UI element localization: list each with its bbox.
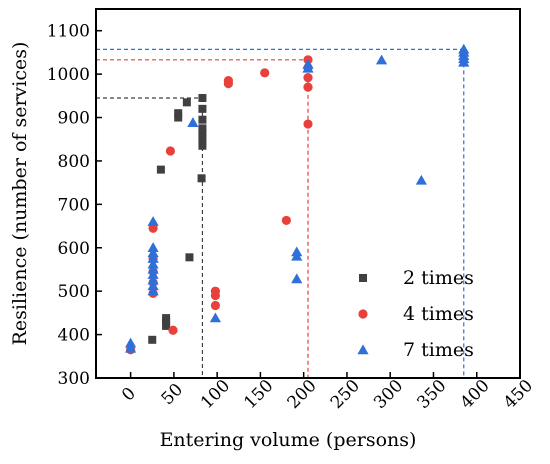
- data-point-triangle: [147, 253, 159, 263]
- data-point-triangle: [375, 54, 388, 65]
- data-point-square: [182, 98, 191, 107]
- data-point-circle: [303, 82, 313, 92]
- y-tick-label: 1100: [47, 22, 90, 42]
- data-point-square: [198, 93, 207, 102]
- data-point-circle: [165, 146, 176, 156]
- legend-marker-square: [359, 274, 367, 282]
- x-tick-label: 250: [327, 376, 364, 413]
- x-tick-label: 200: [284, 376, 321, 413]
- reference-lines: [96, 48, 465, 378]
- data-point-square: [198, 128, 207, 137]
- data-point-triangle: [147, 285, 159, 296]
- data-point-circle: [223, 76, 233, 86]
- data-point-triangle: [291, 273, 303, 284]
- x-tick-label: 300: [370, 376, 407, 413]
- data-point-triangle: [147, 258, 159, 269]
- data-point-square: [148, 335, 157, 344]
- data-point-square: [198, 124, 207, 133]
- data-point-triangle: [291, 246, 303, 257]
- x-tick-label: 400: [457, 376, 494, 413]
- data-point-triangle: [125, 337, 137, 348]
- legend-label: 7 times: [403, 339, 474, 361]
- x-tick-label: 350: [413, 376, 450, 413]
- data-point-circle: [210, 300, 221, 311]
- data-point-circle: [260, 68, 270, 78]
- x-tick-label: 0: [118, 384, 140, 406]
- data-point-square: [198, 135, 207, 144]
- x-axis-title: Entering volume (persons): [160, 429, 417, 451]
- data-point-circle: [168, 325, 178, 335]
- data-point-triangle: [302, 58, 314, 69]
- y-tick-label: 700: [58, 195, 90, 215]
- data-point-circle: [281, 215, 291, 226]
- x-tick-label: 150: [240, 376, 277, 413]
- data-point-triangle: [125, 342, 137, 353]
- data-point-circle: [303, 72, 313, 83]
- legend-marker-triangle: [357, 344, 369, 355]
- data-point-square: [198, 141, 207, 150]
- data-point-square: [156, 165, 165, 174]
- data-point-triangle: [209, 312, 222, 323]
- y-tick-label: 600: [58, 239, 90, 259]
- legend-label: 2 times: [403, 267, 474, 289]
- y-tick-label: 500: [58, 282, 90, 302]
- data-point-triangle: [458, 43, 470, 54]
- legend: 2 times 4 times 7 times: [357, 267, 474, 361]
- data-point-square: [198, 104, 207, 113]
- y-tick-label: 300: [58, 369, 90, 389]
- x-tick-label: 450: [500, 376, 537, 413]
- data-point-square: [162, 314, 171, 323]
- data-point-circle: [148, 223, 158, 233]
- y-axis-title: Resilience (number of services): [9, 42, 31, 346]
- legend-label: 4 times: [403, 303, 474, 325]
- data-point-triangle: [147, 269, 159, 279]
- data-point-square: [185, 253, 194, 262]
- data-point-circle: [210, 286, 221, 296]
- data-point-square: [197, 174, 206, 183]
- data-point-square: [174, 109, 183, 118]
- data-point-triangle: [187, 117, 199, 127]
- x-tick-label: 50: [158, 380, 187, 409]
- y-tick-label: 800: [58, 152, 90, 172]
- y-tick-label: 900: [58, 109, 90, 129]
- data-point-square: [198, 115, 207, 124]
- x-tick-label: 100: [197, 376, 234, 413]
- data-point-triangle: [147, 274, 159, 285]
- data-point-triangle: [147, 247, 159, 258]
- data-points: [125, 43, 470, 355]
- legend-marker-circle: [358, 309, 368, 319]
- data-point-square: [174, 113, 183, 122]
- y-tick-label: 1000: [47, 65, 90, 85]
- y-axis-ticks: 300 400 500 600 700 800 900 1000 1100: [47, 22, 102, 389]
- plot-frame: [95, 8, 521, 379]
- data-point-triangle: [147, 263, 159, 274]
- data-point-triangle: [415, 174, 427, 185]
- y-tick-label: 400: [58, 326, 90, 346]
- data-point-triangle: [147, 242, 159, 252]
- data-point-triangle: [147, 216, 159, 226]
- data-point-circle: [303, 119, 313, 129]
- data-point-square: [162, 321, 171, 330]
- data-point-triangle: [147, 280, 159, 291]
